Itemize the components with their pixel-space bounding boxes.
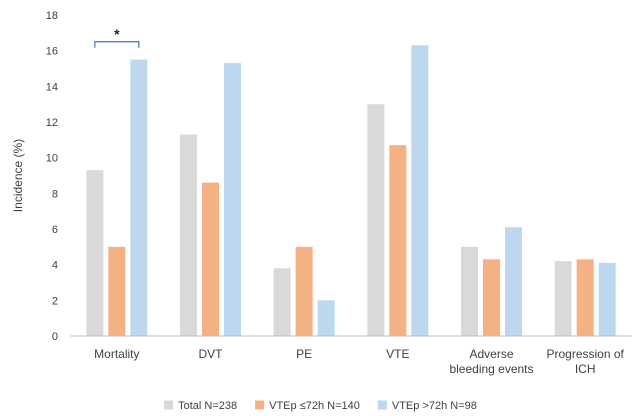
- y-tick-label: 0: [52, 331, 58, 343]
- legend-label: VTEp ≤72h N=140: [269, 400, 360, 412]
- bar-series-2-cat-1: [108, 246, 126, 336]
- bar-series-1-cat-2: [180, 134, 197, 336]
- annotations: *: [94, 26, 140, 48]
- bar-series-3-cat-1: [130, 59, 148, 336]
- bar-series-3-cat-4: [411, 45, 429, 337]
- y-tick-label: 18: [46, 10, 58, 22]
- legend-label: Total N=238: [178, 400, 237, 412]
- y-tick-label: 4: [52, 260, 58, 272]
- bar-series-3-cat-5: [505, 227, 522, 336]
- y-axis-title-group: Incidence (%): [11, 139, 25, 212]
- y-tick-label: 16: [46, 46, 58, 58]
- category-label: Adverse: [469, 347, 513, 361]
- bar-series-1-cat-3: [273, 268, 291, 336]
- category-label: Progression of: [546, 347, 624, 361]
- y-tick-label: 8: [52, 188, 58, 200]
- y-tick-label: 12: [46, 117, 58, 129]
- bar-series-3-cat-2: [224, 63, 241, 337]
- significance-star: *: [114, 26, 120, 42]
- legend-swatch-2: [255, 400, 265, 410]
- bars: [86, 45, 616, 337]
- y-axis-title: Incidence (%): [11, 139, 25, 212]
- bar-series-3-cat-6: [598, 262, 616, 336]
- category-label: PE: [296, 347, 312, 361]
- bar-series-1-cat-4: [367, 104, 385, 337]
- bar-series-1-cat-6: [554, 261, 572, 336]
- category-label: DVT: [199, 347, 224, 361]
- y-tick-label: 2: [52, 295, 58, 307]
- bar-series-1-cat-1: [86, 170, 104, 336]
- category-label: Mortality: [94, 347, 139, 361]
- legend-swatch-1: [164, 400, 174, 410]
- bar-series-2-cat-3: [295, 246, 313, 336]
- bar-series-1-cat-5: [461, 246, 478, 336]
- bar-series-2-cat-5: [483, 259, 500, 336]
- bar-series-3-cat-3: [317, 300, 335, 336]
- y-tick-label: 6: [52, 224, 58, 236]
- y-tick-label: 10: [46, 153, 58, 165]
- significance-bracket: [94, 41, 140, 48]
- legend: Total N=238 VTEp ≤72h N=140 VTEp >72h N=98: [164, 400, 477, 412]
- bar-series-2-cat-6: [576, 259, 594, 336]
- bar-series-2-cat-2: [202, 182, 219, 336]
- category-label: VTE: [386, 347, 409, 361]
- bar-series-2-cat-4: [389, 145, 407, 336]
- y-axis-ticks: 0 2 4 6 8 10 12 14 16 18: [46, 10, 58, 343]
- legend-label: VTEp >72h N=98: [392, 400, 477, 412]
- y-tick-label: 14: [46, 81, 58, 93]
- legend-swatch-3: [377, 400, 387, 410]
- category-label: ICH: [575, 362, 596, 376]
- category-label: bleeding events: [449, 362, 533, 376]
